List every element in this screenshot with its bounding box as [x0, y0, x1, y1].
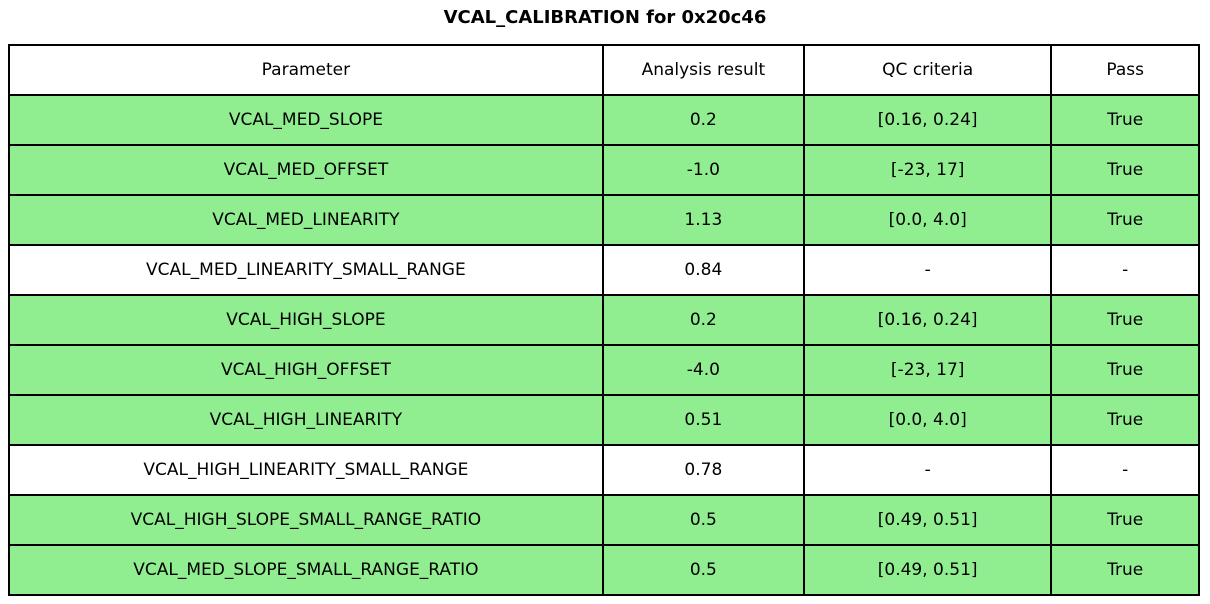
- cell-parameter: VCAL_MED_LINEARITY_SMALL_RANGE: [8, 244, 604, 296]
- cell-qc-criteria: [0.16, 0.24]: [802, 294, 1053, 346]
- cell-parameter: VCAL_HIGH_SLOPE: [8, 294, 604, 346]
- cell-analysis-result: 1.13: [601, 194, 805, 246]
- cell-pass: True: [1050, 344, 1200, 396]
- table-row: VCAL_MED_SLOPE_SMALL_RANGE_RATIO 0.5 [0.49…: [8, 544, 1200, 596]
- cell-parameter: VCAL_HIGH_OFFSET: [8, 344, 604, 396]
- cell-analysis-result: 0.2: [601, 294, 805, 346]
- column-header-analysis-result: Analysis result: [601, 44, 805, 96]
- cell-pass: True: [1050, 194, 1200, 246]
- column-header-parameter: Parameter: [8, 44, 604, 96]
- cell-pass: True: [1050, 494, 1200, 546]
- cell-pass: True: [1050, 394, 1200, 446]
- cell-pass: True: [1050, 294, 1200, 346]
- table-row: VCAL_MED_LINEARITY 1.13 [0.0, 4.0] True: [8, 194, 1200, 246]
- cell-qc-criteria: [0.0, 4.0]: [802, 194, 1053, 246]
- cell-analysis-result: -4.0: [601, 344, 805, 396]
- cell-analysis-result: 0.5: [601, 544, 805, 596]
- cell-qc-criteria: [0.16, 0.24]: [802, 94, 1053, 146]
- cell-qc-criteria: [0.49, 0.51]: [802, 494, 1053, 546]
- table-row: VCAL_MED_LINEARITY_SMALL_RANGE 0.84- -: [8, 244, 1200, 296]
- cell-pass: -: [1050, 444, 1200, 496]
- qc-table-body: VCAL_MED_SLOPE 0.2 [0.16, 0.24] True VCAL_ME…: [8, 94, 1200, 596]
- cell-parameter: VCAL_MED_SLOPE_SMALL_RANGE_RATIO: [8, 544, 604, 596]
- cell-qc-criteria: -: [802, 444, 1053, 496]
- cell-parameter: VCAL_MED_OFFSET: [8, 144, 604, 196]
- column-header-pass: Pass: [1050, 44, 1200, 96]
- cell-pass: True: [1050, 94, 1200, 146]
- table-row: VCAL_HIGH_SLOPE 0.2 [0.16, 0.24] True: [8, 294, 1200, 346]
- table-row: VCAL_HIGH_LINEARITY_SMALL_RANGE 0.78- -: [8, 444, 1200, 496]
- table-row: VCAL_MED_OFFSET -1.0 [-23, 17] True: [8, 144, 1200, 196]
- cell-parameter: VCAL_HIGH_LINEARITY: [8, 394, 604, 446]
- cell-parameter: VCAL_MED_SLOPE: [8, 94, 604, 146]
- cell-qc-criteria: [0.0, 4.0]: [802, 394, 1053, 446]
- cell-pass: -: [1050, 244, 1200, 296]
- page-title: VCAL_CALIBRATION for 0x20c46: [443, 7, 767, 28]
- cell-pass: True: [1050, 144, 1200, 196]
- cell-analysis-result: 0.84: [601, 244, 805, 296]
- cell-qc-criteria: -: [802, 244, 1053, 296]
- cell-analysis-result: 0.5: [601, 494, 805, 546]
- cell-pass: True: [1050, 544, 1200, 596]
- cell-analysis-result: 0.2: [601, 94, 805, 146]
- table-row: VCAL_HIGH_LINEARITY 0.51 [0.0, 4.0] True: [8, 394, 1200, 446]
- table-row: VCAL_MED_SLOPE 0.2 [0.16, 0.24] True: [8, 94, 1200, 146]
- cell-qc-criteria: [0.49, 0.51]: [802, 544, 1053, 596]
- cell-analysis-result: 0.51: [601, 394, 805, 446]
- cell-analysis-result: 0.78: [601, 444, 805, 496]
- table-header-row: Parameter Analysis result QC criteria Pa…: [8, 44, 1200, 96]
- cell-parameter: VCAL_HIGH_LINEARITY_SMALL_RANGE: [8, 444, 604, 496]
- cell-parameter: VCAL_HIGH_SLOPE_SMALL_RANGE_RATIO: [8, 494, 604, 546]
- table-row: VCAL_HIGH_OFFSET -4.0 [-23, 17] True: [8, 344, 1200, 396]
- qc-criteria-table: Parameter Analysis result QC criteria Pa…: [8, 44, 1200, 596]
- column-header-qc-criteria: QC criteria: [802, 44, 1053, 96]
- cell-analysis-result: -1.0: [601, 144, 805, 196]
- cell-parameter: VCAL_MED_LINEARITY: [8, 194, 604, 246]
- cell-qc-criteria: [-23, 17]: [802, 144, 1053, 196]
- cell-qc-criteria: [-23, 17]: [802, 344, 1053, 396]
- table-row: VCAL_HIGH_SLOPE_SMALL_RANGE_RATIO 0.5 [0.4…: [8, 494, 1200, 546]
